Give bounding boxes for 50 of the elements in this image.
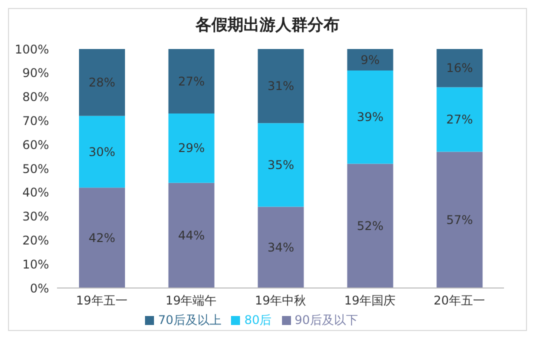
bar [258,49,304,124]
data-label: 28% [88,75,116,90]
legend-label: 80后 [244,313,272,327]
y-tick-label: 80% [22,90,49,104]
data-label: 39% [356,110,384,124]
x-tick-label: 20年五一 [434,294,485,308]
y-tick-label: 10% [22,257,49,272]
x-tick-label: 19年五一 [76,294,128,308]
data-label: 9% [360,52,380,67]
x-tick-label: 19年国庆 [344,294,396,308]
x-tick-label: 19年端午 [165,294,217,308]
y-tick-label: 30% [22,210,49,224]
bar [79,188,125,288]
bar [436,87,483,152]
bar [258,206,304,288]
y-tick-label: 50% [22,162,49,176]
data-label: 52% [356,218,384,233]
data-label: 29% [178,141,205,156]
bar [168,114,214,183]
bar [436,49,483,88]
data-label: 31% [267,79,294,94]
chart-title: 各假期出游人群分布 [194,14,340,36]
bar [258,123,304,207]
bar [436,152,483,288]
bar [347,164,394,288]
x-tick-label: 19年中秋 [254,294,306,308]
bar [347,70,394,164]
bar [79,49,125,116]
data-label: 16% [446,61,473,76]
bar [79,116,125,188]
data-label: 44% [178,228,205,242]
y-tick-label: 0% [30,281,49,296]
y-tick-label: 100% [14,42,49,56]
data-label: 42% [88,230,116,245]
data-label: 35% [267,158,294,172]
data-label: 57% [446,212,473,227]
y-tick-label: 90% [22,66,49,80]
data-label: 27% [178,74,205,88]
bar [168,49,214,114]
bar [347,49,394,71]
y-tick-label: 70% [22,114,49,128]
data-label: 34% [267,240,294,254]
legend-label: 90后及以下 [294,313,358,327]
y-tick-label: 20% [22,233,49,248]
legend-label: 70后及以上 [158,313,222,327]
data-label: 30% [88,144,116,159]
y-tick-label: 60% [22,138,49,152]
bar [168,182,214,288]
y-tick-label: 40% [22,186,49,200]
data-label: 27% [446,112,473,127]
